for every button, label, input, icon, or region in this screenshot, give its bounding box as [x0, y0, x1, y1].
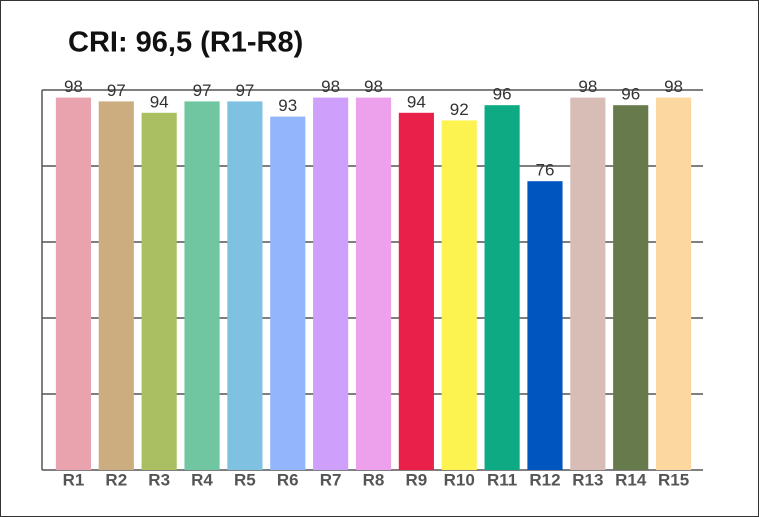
- bar: [270, 116, 306, 470]
- value-label: 98: [664, 77, 683, 96]
- bar: [527, 181, 563, 470]
- bar: [570, 97, 606, 470]
- value-label: 76: [536, 161, 555, 180]
- value-label: 98: [321, 77, 340, 96]
- value-label: 97: [193, 81, 212, 100]
- value-label: 96: [493, 85, 512, 104]
- x-tick-label: R5: [234, 470, 256, 489]
- value-label: 98: [64, 77, 83, 96]
- value-label: 98: [364, 77, 383, 96]
- x-tick-label: R9: [405, 470, 427, 489]
- bar: [484, 105, 520, 470]
- bar: [227, 101, 263, 471]
- bar: [141, 112, 177, 471]
- bar: [184, 101, 220, 471]
- value-label: 94: [407, 92, 426, 111]
- bar: [398, 112, 434, 471]
- bar: [55, 97, 92, 470]
- x-tick-label: R2: [105, 470, 127, 489]
- bar: [98, 101, 134, 471]
- x-tick-label: R7: [320, 470, 342, 489]
- bar: [613, 105, 649, 470]
- bar: [313, 97, 349, 470]
- x-tick-label: R12: [529, 470, 560, 489]
- x-tick-label: R8: [363, 470, 385, 489]
- bar: [355, 97, 392, 470]
- x-tick-label: R14: [615, 470, 647, 489]
- x-tick-label: R3: [148, 470, 170, 489]
- value-label: 93: [278, 96, 297, 115]
- x-tick-label: R13: [572, 470, 603, 489]
- chart-title: CRI: 96,5 (R1-R8): [68, 27, 303, 59]
- x-tick-label: R15: [658, 470, 689, 489]
- value-label: 98: [578, 77, 597, 96]
- value-label: 97: [107, 81, 126, 100]
- x-tick-label: R4: [191, 470, 213, 489]
- x-tick-label: R11: [487, 470, 517, 489]
- value-label: 97: [235, 81, 254, 100]
- bar: [655, 97, 692, 470]
- value-label: 92: [450, 100, 469, 119]
- x-tick-label: R6: [277, 470, 299, 489]
- bar: [441, 120, 477, 471]
- x-tick-label: R1: [63, 470, 85, 489]
- value-label: 94: [150, 92, 169, 111]
- value-label: 96: [621, 85, 640, 104]
- x-tick-label: R10: [444, 470, 475, 489]
